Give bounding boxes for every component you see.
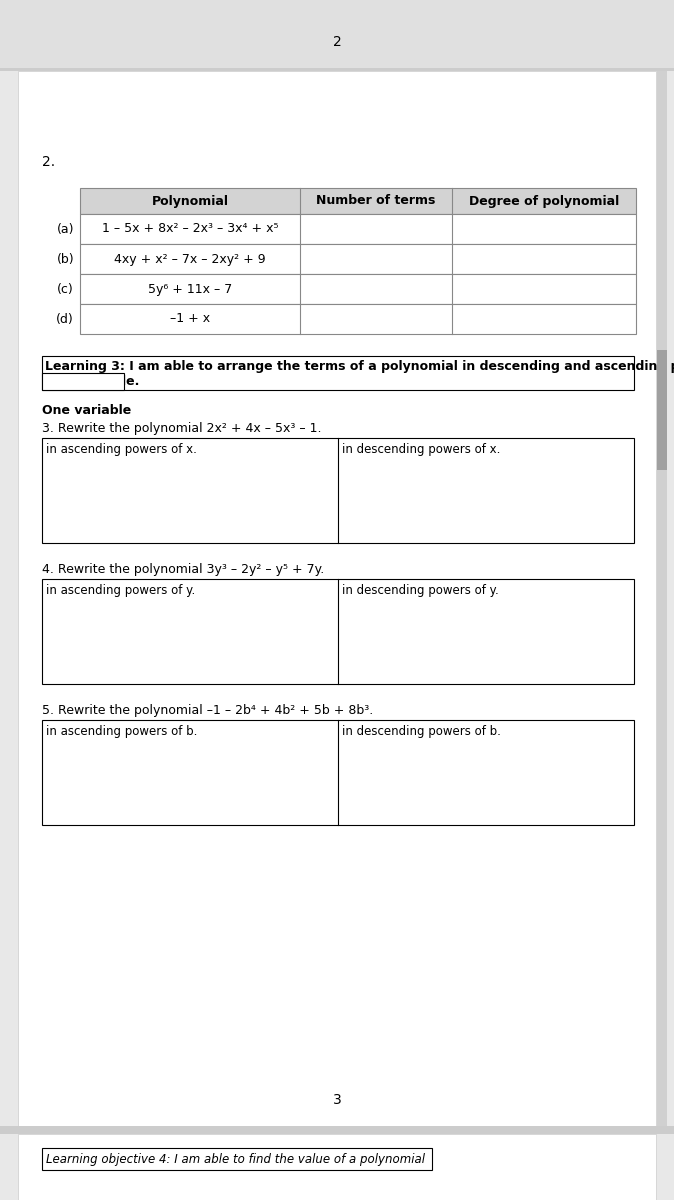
Bar xyxy=(42,720,634,826)
Bar xyxy=(18,71,656,1126)
Bar xyxy=(0,0,674,68)
Text: in ascending powers of b.: in ascending powers of b. xyxy=(46,725,197,738)
Bar xyxy=(42,1148,432,1170)
Text: 3. Rewrite the polynomial 2x² + 4x – 5x³ – 1.: 3. Rewrite the polynomial 2x² + 4x – 5x³… xyxy=(42,422,321,434)
Text: in descending powers of y.: in descending powers of y. xyxy=(342,584,499,596)
Bar xyxy=(42,438,634,542)
Bar xyxy=(42,373,124,390)
Text: Degree of polynomial: Degree of polynomial xyxy=(469,194,619,208)
Text: Number of terms: Number of terms xyxy=(316,194,435,208)
Text: in ascending powers of y.: in ascending powers of y. xyxy=(46,584,195,596)
Text: (c): (c) xyxy=(57,282,74,295)
Text: 4xy + x² – 7x – 2xy² + 9: 4xy + x² – 7x – 2xy² + 9 xyxy=(114,252,266,265)
Text: –1 + x: –1 + x xyxy=(170,312,210,325)
Text: (d): (d) xyxy=(56,312,74,325)
Bar xyxy=(80,188,636,214)
Text: 5y⁶ + 11x – 7: 5y⁶ + 11x – 7 xyxy=(148,282,232,295)
Bar xyxy=(0,1126,674,1134)
Text: Learning objective 4: I am able to find the value of a polynomial: Learning objective 4: I am able to find … xyxy=(46,1152,425,1165)
Text: (b): (b) xyxy=(57,252,74,265)
Text: (a): (a) xyxy=(57,222,74,235)
Bar xyxy=(80,214,636,244)
Text: in descending powers of x.: in descending powers of x. xyxy=(342,443,500,456)
Text: 2: 2 xyxy=(333,35,341,49)
Bar xyxy=(42,578,634,684)
Bar xyxy=(18,1134,656,1200)
Text: 5. Rewrite the polynomial –1 – 2b⁴ + 4b² + 5b + 8b³.: 5. Rewrite the polynomial –1 – 2b⁴ + 4b²… xyxy=(42,704,373,716)
Text: Polynomial: Polynomial xyxy=(152,194,228,208)
Bar xyxy=(657,350,667,470)
Text: 3: 3 xyxy=(333,1093,341,1106)
Bar xyxy=(657,71,667,1126)
Text: 4. Rewrite the polynomial 3y³ – 2y² – y⁵ + 7y.: 4. Rewrite the polynomial 3y³ – 2y² – y⁵… xyxy=(42,563,324,576)
Bar xyxy=(80,244,636,274)
Bar xyxy=(0,68,674,71)
Text: in descending powers of b.: in descending powers of b. xyxy=(342,725,501,738)
Bar xyxy=(80,274,636,304)
Text: Learning 3: I am able to arrange the terms of a polynomial in descending and asc: Learning 3: I am able to arrange the ter… xyxy=(45,360,674,373)
Bar xyxy=(80,304,636,334)
Text: 1 – 5x + 8x² – 2x³ – 3x⁴ + x⁵: 1 – 5x + 8x² – 2x³ – 3x⁴ + x⁵ xyxy=(102,222,278,235)
Text: of it variable.: of it variable. xyxy=(45,374,140,388)
Bar xyxy=(42,356,634,390)
Text: 2.: 2. xyxy=(42,155,55,169)
Text: One variable: One variable xyxy=(42,404,131,416)
Text: in ascending powers of x.: in ascending powers of x. xyxy=(46,443,197,456)
